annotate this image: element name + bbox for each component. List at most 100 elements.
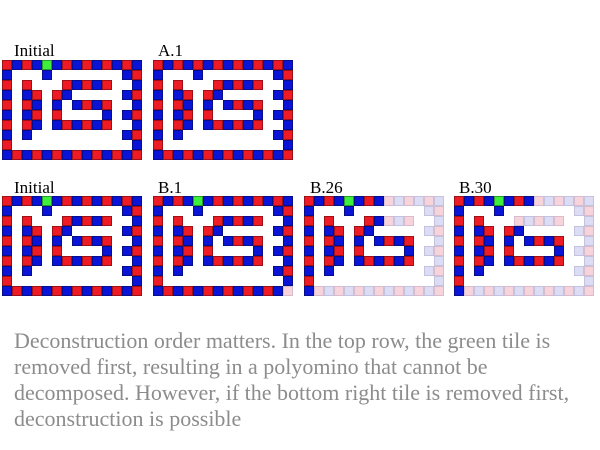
red-tile — [193, 60, 203, 70]
blue-tile — [474, 246, 484, 256]
panel-label: B.30 — [459, 178, 492, 197]
red-tile — [102, 236, 112, 246]
removed-tile — [434, 276, 444, 286]
red-tile — [112, 150, 122, 160]
red-tile — [354, 226, 364, 236]
removed-tile — [364, 286, 374, 296]
blue-tile — [283, 256, 293, 266]
red-tile — [183, 286, 193, 296]
blue-tile — [82, 286, 92, 296]
red-tile — [273, 196, 283, 206]
blue-tile — [253, 286, 263, 296]
red-tile — [233, 256, 243, 266]
red-tile — [2, 120, 12, 130]
blue-tile — [173, 246, 183, 256]
red-tile — [474, 216, 484, 226]
red-tile — [514, 256, 524, 266]
blue-tile — [283, 216, 293, 226]
removed-tile — [334, 286, 344, 296]
blue-tile — [183, 120, 193, 130]
blue-tile — [193, 286, 203, 296]
red-tile — [534, 236, 544, 246]
blue-tile — [283, 236, 293, 246]
red-tile — [324, 256, 334, 266]
removed-tile — [314, 286, 324, 296]
blue-tile — [273, 226, 283, 236]
polyomino-grid — [454, 196, 594, 296]
red-tile — [22, 216, 32, 226]
blue-tile — [42, 206, 52, 216]
red-tile — [32, 150, 42, 160]
red-tile — [132, 110, 142, 120]
blue-tile — [243, 60, 253, 70]
red-tile — [173, 216, 183, 226]
red-tile — [233, 216, 243, 226]
removed-tile — [584, 286, 594, 296]
removed-tile — [574, 266, 584, 276]
red-tile — [304, 276, 314, 286]
blue-tile — [132, 196, 142, 206]
blue-tile — [464, 196, 474, 206]
red-tile — [283, 130, 293, 140]
red-tile — [173, 80, 183, 90]
red-tile — [454, 216, 464, 226]
blue-tile — [203, 256, 213, 266]
red-tile — [213, 120, 223, 130]
polyomino-grid — [153, 196, 293, 296]
blue-tile — [334, 236, 344, 246]
blue-tile — [32, 60, 42, 70]
blue-tile — [223, 256, 233, 266]
blue-tile — [304, 226, 314, 236]
red-tile — [213, 196, 223, 206]
red-tile — [454, 196, 464, 206]
red-tile — [253, 100, 263, 110]
red-tile — [92, 150, 102, 160]
blue-tile — [273, 206, 283, 216]
blue-tile — [283, 196, 293, 206]
blue-tile — [454, 266, 464, 276]
blue-tile — [334, 256, 344, 266]
red-tile — [132, 226, 142, 236]
polyomino-grid — [2, 60, 142, 160]
blue-tile — [273, 130, 283, 140]
blue-tile — [92, 196, 102, 206]
blue-tile — [183, 256, 193, 266]
red-tile — [454, 236, 464, 246]
red-tile — [153, 256, 163, 266]
red-tile — [484, 226, 494, 236]
red-tile — [223, 286, 233, 296]
removed-tile — [324, 286, 334, 296]
red-tile — [52, 286, 62, 296]
removed-tile — [424, 196, 434, 206]
blue-tile — [22, 246, 32, 256]
red-tile — [233, 196, 243, 206]
removed-tile — [554, 286, 564, 296]
red-tile — [283, 90, 293, 100]
red-tile — [384, 256, 394, 266]
red-tile — [223, 150, 233, 160]
removed-tile — [434, 196, 444, 206]
removed-tile — [584, 246, 594, 256]
red-tile — [102, 80, 112, 90]
red-tile — [62, 216, 72, 226]
blue-tile — [374, 236, 384, 246]
blue-tile — [153, 266, 163, 276]
removed-tile — [584, 256, 594, 266]
removed-tile — [524, 216, 534, 226]
red-tile — [52, 150, 62, 160]
removed-tile — [434, 216, 444, 226]
red-tile — [233, 100, 243, 110]
blue-tile — [304, 266, 314, 276]
blue-tile — [22, 266, 32, 276]
blue-tile — [102, 286, 112, 296]
red-tile — [504, 246, 514, 256]
red-tile — [554, 236, 564, 246]
blue-tile — [394, 236, 404, 246]
blue-tile — [193, 70, 203, 80]
blue-tile — [32, 100, 42, 110]
blue-tile — [354, 196, 364, 206]
red-tile — [304, 196, 314, 206]
removed-tile — [434, 226, 444, 236]
blue-tile — [132, 216, 142, 226]
blue-tile — [22, 226, 32, 236]
